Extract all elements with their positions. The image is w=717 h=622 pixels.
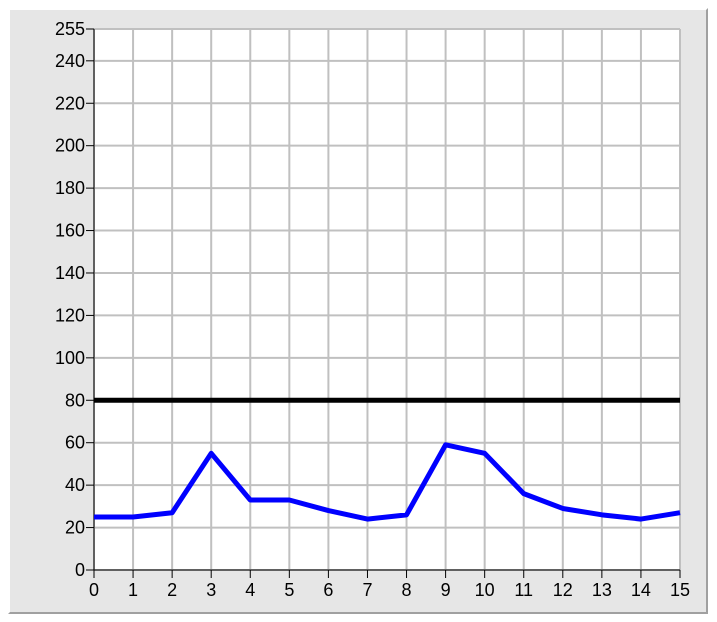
- data-series-line: [94, 442, 681, 522]
- x-tick-label: 6: [323, 580, 333, 600]
- axes: [86, 28, 681, 578]
- y-tick-label: 220: [55, 93, 85, 113]
- x-tick-label: 5: [284, 580, 294, 600]
- x-tick-label: 3: [206, 580, 216, 600]
- y-tick-label: 60: [65, 433, 85, 453]
- x-tick-label: 13: [592, 580, 612, 600]
- x-tick-label: 14: [631, 580, 651, 600]
- y-tick-label: 20: [65, 518, 85, 538]
- x-tick-label: 10: [475, 580, 495, 600]
- x-tick-label: 2: [167, 580, 177, 600]
- x-tick-label: 15: [670, 580, 690, 600]
- y-tick-label: 120: [55, 305, 85, 325]
- y-tick-label: 100: [55, 348, 85, 368]
- y-tick-label: 255: [55, 19, 85, 39]
- y-tick-label: 240: [55, 51, 85, 71]
- y-tick-label: 180: [55, 178, 85, 198]
- x-tick-label: 7: [362, 580, 372, 600]
- plot-area: [94, 29, 680, 570]
- x-tick-label: 1: [128, 580, 138, 600]
- y-tick-label: 40: [65, 475, 85, 495]
- x-tick-label: 12: [553, 580, 573, 600]
- y-tick-label: 200: [55, 136, 85, 156]
- tick-labels: 0 1 2 3 4 5 6 7 8 9 10 11 12 13 14 15020406080100120140…: [55, 19, 690, 600]
- x-tick-label: 8: [402, 580, 412, 600]
- y-tick-label: 160: [55, 221, 85, 241]
- x-tick-label: 0: [89, 580, 99, 600]
- x-tick-label: 4: [245, 580, 255, 600]
- y-tick-label: 0: [75, 560, 85, 580]
- x-tick-label: 11: [514, 580, 533, 600]
- x-tick-label: 9: [441, 580, 451, 600]
- series-layer: [94, 397, 681, 522]
- y-tick-label: 80: [65, 390, 85, 410]
- y-tick-label: 140: [55, 263, 85, 283]
